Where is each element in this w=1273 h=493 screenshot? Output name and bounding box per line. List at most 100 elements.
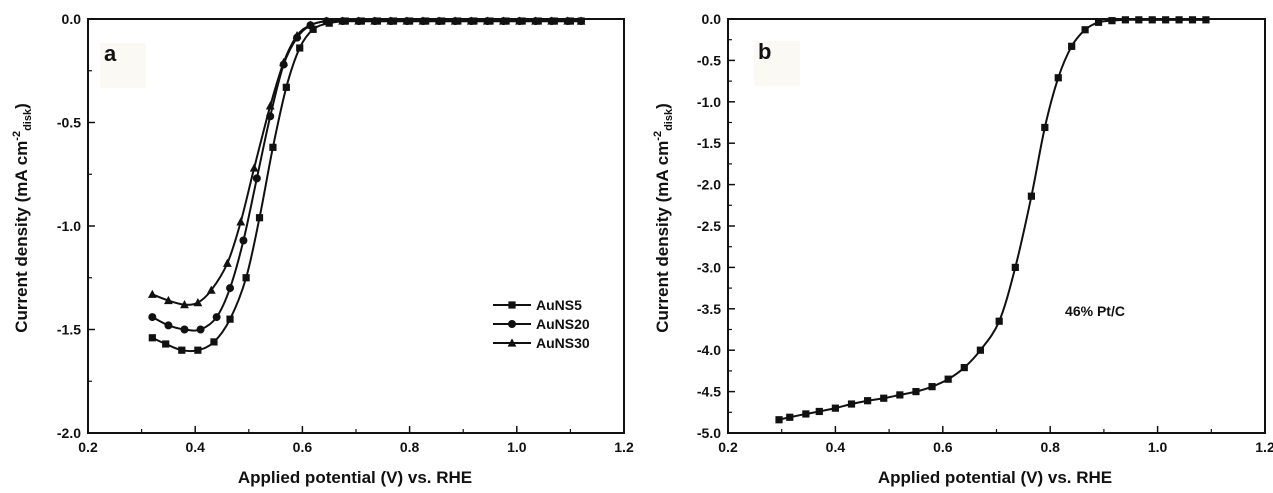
a-data-point xyxy=(563,16,573,25)
b-y-tick-label: -2.0 xyxy=(697,177,721,193)
legend-marker-auns30 xyxy=(507,338,517,347)
a-data-point xyxy=(196,325,205,334)
panel-b-y-axis-title-sub: disk xyxy=(663,108,675,131)
b-series-line-0 xyxy=(778,18,1206,421)
a-data-point xyxy=(242,274,250,282)
a-data-point xyxy=(306,20,315,29)
b-data-point xyxy=(1094,18,1103,26)
a-data-point xyxy=(252,174,261,183)
a-x-tick-label: 0.4 xyxy=(185,439,205,455)
panel-a-y-axis-title-main: Current density (mA cm xyxy=(12,141,31,333)
b-data-point xyxy=(864,397,872,405)
panel-b-series-group xyxy=(775,16,1210,424)
legend-label-auns30: AuNS30 xyxy=(536,335,590,351)
a-data-point xyxy=(531,16,540,25)
a-data-point xyxy=(249,163,259,172)
a-data-point xyxy=(162,340,170,348)
a-data-point xyxy=(418,16,428,25)
legend-marker-auns5 xyxy=(508,301,516,309)
panel-a-legend: AuNS5 AuNS20 AuNS30 xyxy=(493,297,590,351)
b-x-tick-label: 1.2 xyxy=(1255,439,1273,455)
a-data-point xyxy=(279,57,289,67)
a-x-tick-label: 0.8 xyxy=(400,439,420,455)
a-data-point xyxy=(499,16,508,25)
a-x-tick-label: 1.0 xyxy=(507,439,527,455)
panel-a-y-axis-title-sub: disk xyxy=(22,108,34,131)
panel-b-letter-background xyxy=(754,41,800,86)
panel-b-y-axis-title-main: Current density (mA cm xyxy=(653,141,672,333)
b-y-tick-label: -5.0 xyxy=(697,425,721,441)
b-data-point xyxy=(1081,26,1089,34)
a-data-point xyxy=(178,346,186,354)
b-y-tick-label: -4.0 xyxy=(697,342,721,358)
b-data-point xyxy=(786,413,794,421)
panel-b-y-axis-title-sup: -2 xyxy=(652,131,664,141)
b-data-point xyxy=(944,375,952,383)
b-data-point xyxy=(912,388,920,396)
legend-marker-auns20 xyxy=(508,320,516,328)
panel-b-letter: b xyxy=(758,39,771,64)
panel-a-y-axis-title-close: ) xyxy=(12,103,31,109)
a-data-point xyxy=(296,44,304,52)
b-data-point xyxy=(1027,192,1036,200)
a-data-point xyxy=(265,101,275,110)
a-data-point xyxy=(226,315,234,323)
b-x-tick-label: 0.6 xyxy=(933,439,953,455)
legend-label-auns5: AuNS5 xyxy=(536,297,582,313)
b-y-tick-label: -1.0 xyxy=(697,94,721,110)
b-data-point xyxy=(831,404,839,412)
a-data-point xyxy=(466,16,476,25)
panel-b-y-ticks: 0.0 -0.5 -1.0 -1.5 -2.0 -2.5 -3.0 -3.5 -4.0 -4.5 -… xyxy=(697,11,735,441)
a-x-tick-label: 1.2 xyxy=(614,439,634,455)
b-data-point xyxy=(1011,263,1019,271)
a-y-tick-label: -2.0 xyxy=(57,425,81,441)
panel-b-y-axis-title: Current density (mA cm-2disk) xyxy=(652,103,675,333)
panel-a-y-axis-title: Current density (mA cm-2disk) xyxy=(11,103,34,333)
panel-a-y-axis-title-sup: -2 xyxy=(11,131,23,141)
a-data-point xyxy=(148,334,156,342)
a-data-point xyxy=(236,217,246,226)
panel-a-letter: a xyxy=(104,41,117,66)
a-data-point xyxy=(576,16,586,25)
b-y-tick-label: -3.5 xyxy=(697,301,721,317)
a-data-point xyxy=(180,300,189,309)
a-data-point xyxy=(386,16,396,25)
panel-b-annotation: 46% Pt/C xyxy=(1065,303,1125,319)
panel-b-chart: b 0.2 0.4 0.6 0.8 1.0 1.2 0.0 -0.5 -1.0 -1.5 -2.0… xyxy=(652,11,1273,487)
a-data-point xyxy=(210,338,218,346)
panel-a-plot-frame xyxy=(87,18,625,434)
a-data-point xyxy=(354,16,364,25)
a-data-point xyxy=(338,16,347,25)
a-y-tick-label: 0.0 xyxy=(62,11,82,27)
b-data-point xyxy=(1068,42,1076,50)
panel-b-x-axis-title: Applied potential (V) vs. RHE xyxy=(878,468,1112,487)
a-data-point xyxy=(547,16,557,25)
b-data-point xyxy=(815,407,823,416)
a-data-point xyxy=(282,83,290,91)
a-y-tick-label: -1.0 xyxy=(57,218,81,234)
b-data-point xyxy=(976,346,984,354)
a-data-point xyxy=(164,295,173,305)
a-data-point xyxy=(482,16,492,25)
panel-a-series-group xyxy=(147,16,586,354)
a-data-point xyxy=(239,236,248,245)
a-data-point xyxy=(450,16,460,25)
a-data-point xyxy=(148,313,157,322)
a-x-tick-label: 0.2 xyxy=(78,439,98,455)
a-data-point xyxy=(292,30,302,40)
panel-a-x-ticks: 0.2 0.4 0.6 0.8 1.0 1.2 xyxy=(78,426,634,455)
b-y-tick-label: -2.5 xyxy=(697,218,721,234)
a-data-point xyxy=(309,25,317,33)
legend-label-auns20: AuNS20 xyxy=(536,316,590,332)
a-series-line-auns5 xyxy=(151,19,582,353)
b-data-point xyxy=(995,317,1003,325)
b-data-point xyxy=(775,416,783,424)
a-data-point xyxy=(147,289,157,298)
a-y-tick-label: -1.5 xyxy=(57,322,81,338)
b-y-tick-label: -0.5 xyxy=(697,52,721,68)
a-x-tick-label: 0.6 xyxy=(293,439,313,455)
a-data-point xyxy=(206,285,216,294)
panel-a-letter-background xyxy=(100,43,146,88)
a-data-point xyxy=(164,321,173,330)
a-data-point xyxy=(515,16,524,25)
